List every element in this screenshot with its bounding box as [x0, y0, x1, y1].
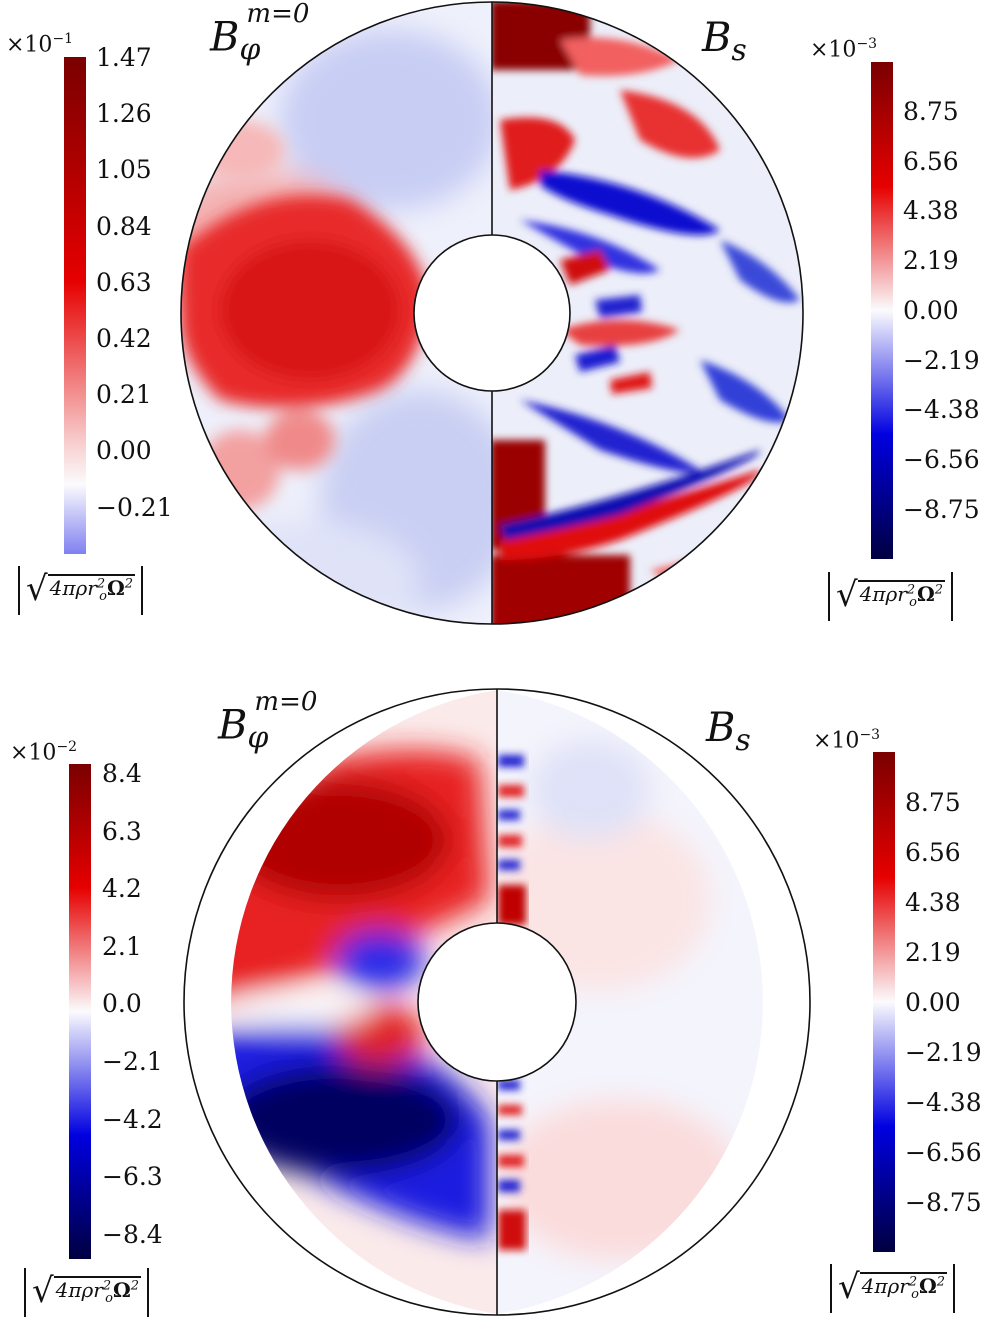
- top-right-colorbar-units: √ 4πρr2oΩ2: [828, 572, 954, 621]
- bottom-left-colorbar: [69, 764, 91, 1259]
- colorbar-tick-label: 2.19: [903, 246, 959, 276]
- colorbar-tick-label: −0.21: [96, 492, 173, 522]
- colorbar-tick-label: 2.1: [102, 931, 142, 961]
- colorbar-tick-label: −2.19: [903, 345, 980, 375]
- top-left-colorbar-exponent: ×10−1: [6, 31, 74, 58]
- bottom-right-field-label: Bs: [706, 705, 751, 758]
- colorbar-tick-label: 0.42: [96, 324, 152, 353]
- bottom-left-colorbar-exponent: ×10−2: [10, 739, 78, 766]
- colorbar-tick-label: 0.00: [96, 436, 152, 466]
- colorbar-tick-label: 1.47: [96, 43, 152, 72]
- bottom-annulus-outline: [183, 688, 811, 1316]
- colorbar-tick-label: 1.26: [96, 99, 152, 129]
- colorbar-tick-label: 6.56: [903, 146, 959, 176]
- top-left-field-label: Bφm=0: [210, 0, 310, 68]
- colorbar-tick-label: −8.4: [102, 1219, 163, 1249]
- top-right-colorbar-exponent: ×10−3: [810, 36, 878, 63]
- colorbar-tick-label: −4.2: [102, 1104, 163, 1134]
- colorbar-tick-label: −8.75: [903, 494, 980, 524]
- bottom-right-colorbar: [873, 752, 895, 1252]
- colorbar-tick-label: −4.38: [905, 1088, 982, 1117]
- colorbar-tick-label: 6.3: [102, 816, 142, 846]
- colorbar-tick-label: −6.56: [905, 1138, 982, 1167]
- colorbar-tick-label: 8.75: [905, 788, 961, 817]
- colorbar-tick-label: 1.05: [96, 155, 152, 185]
- colorbar-tick-label: −6.3: [102, 1162, 163, 1192]
- top-right-colorbar: [871, 62, 893, 559]
- top-left-colorbar-units: √ 4πρr2oΩ2: [18, 566, 144, 615]
- bottom-left-colorbar-units: √ 4πρr2oΩ2: [24, 1268, 150, 1317]
- bottom-right-colorbar-units: √ 4πρr2oΩ2: [830, 1264, 956, 1313]
- top-right-field-label: Bs: [702, 15, 747, 68]
- colorbar-tick-label: 0.63: [96, 267, 152, 297]
- colorbar-tick-label: 4.2: [102, 874, 142, 904]
- colorbar-tick-label: 8.75: [903, 97, 959, 126]
- colorbar-tick-label: −4.38: [903, 395, 980, 425]
- top-annulus-outline: [180, 1, 804, 625]
- bottom-left-field-label: Bφm=0: [218, 687, 318, 756]
- colorbar-tick-label: 8.4: [102, 759, 142, 788]
- top-left-colorbar: [64, 57, 86, 554]
- colorbar-tick-label: −2.19: [905, 1038, 982, 1067]
- bottom-right-colorbar-exponent: ×10−3: [813, 727, 881, 754]
- colorbar-tick-label: 0.00: [903, 295, 959, 325]
- colorbar-tick-label: 0.21: [96, 380, 152, 410]
- colorbar-tick-label: 4.38: [905, 888, 961, 917]
- colorbar-tick-label: 2.19: [905, 938, 961, 967]
- colorbar-tick-label: 4.38: [903, 196, 959, 226]
- colorbar-tick-label: 6.56: [905, 838, 961, 867]
- colorbar-tick-label: 0.0: [102, 989, 142, 1019]
- top-left-hemisphere-bphi: [181, 2, 492, 624]
- colorbar-tick-label: −2.1: [102, 1047, 163, 1076]
- colorbar-tick-label: 0.00: [905, 988, 961, 1017]
- colorbar-tick-label: 0.84: [96, 211, 152, 241]
- colorbar-tick-label: −6.56: [903, 444, 980, 474]
- colorbar-tick-label: −8.75: [905, 1188, 982, 1217]
